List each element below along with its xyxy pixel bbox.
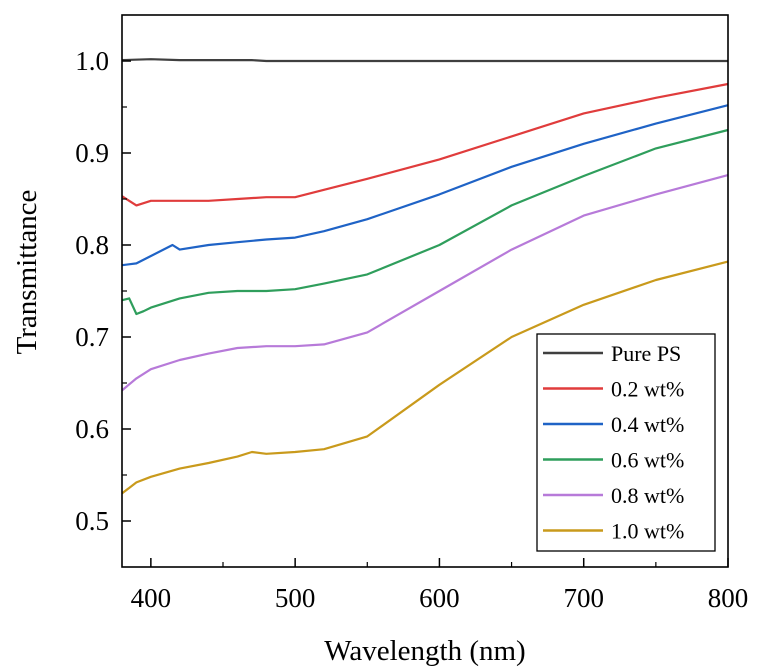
series-line-6	[121, 260, 729, 495]
y-tick-label: 0.9	[75, 138, 109, 168]
x-tick-label: 400	[131, 583, 172, 613]
y-tick-label: 0.7	[75, 322, 109, 352]
series-layer	[121, 58, 729, 495]
legend-label: 0.8 wt%	[611, 483, 684, 508]
x-tick-label: 800	[708, 583, 749, 613]
legend-label: Pure PS	[611, 341, 681, 366]
series-line-2	[121, 82, 729, 207]
y-tick-label: 1.0	[75, 46, 109, 76]
y-tick-label: 0.8	[75, 230, 109, 260]
legend-label: 0.6 wt%	[611, 448, 684, 473]
legend-label: 0.4 wt%	[611, 412, 684, 437]
legend-box	[536, 333, 716, 552]
ticks-layer: 400 500 600 700 800 0.5 0.6 0.7 0.8 0.9 1.0	[75, 46, 748, 613]
y-tick-label: 0.5	[75, 506, 109, 536]
legend-label: 0.2 wt%	[611, 377, 684, 402]
y-axis-title: Transmittance	[11, 190, 43, 355]
x-tick-label: 700	[563, 583, 604, 613]
legend: Pure PS 0.2 wt% 0.4 wt% 0.6 wt% 0.8 wt% 1.0 w…	[536, 333, 716, 552]
x-tick-label: 600	[419, 583, 460, 613]
series-line-3	[121, 104, 729, 267]
legend-label: 1.0 wt%	[611, 519, 684, 544]
series-line-4	[121, 128, 729, 316]
y-tick-label: 0.6	[75, 414, 109, 444]
series-line-5	[121, 174, 729, 392]
x-tick-label: 500	[275, 583, 316, 613]
x-axis-title: Wavelength (nm)	[324, 635, 525, 667]
series-line-1	[121, 58, 728, 63]
